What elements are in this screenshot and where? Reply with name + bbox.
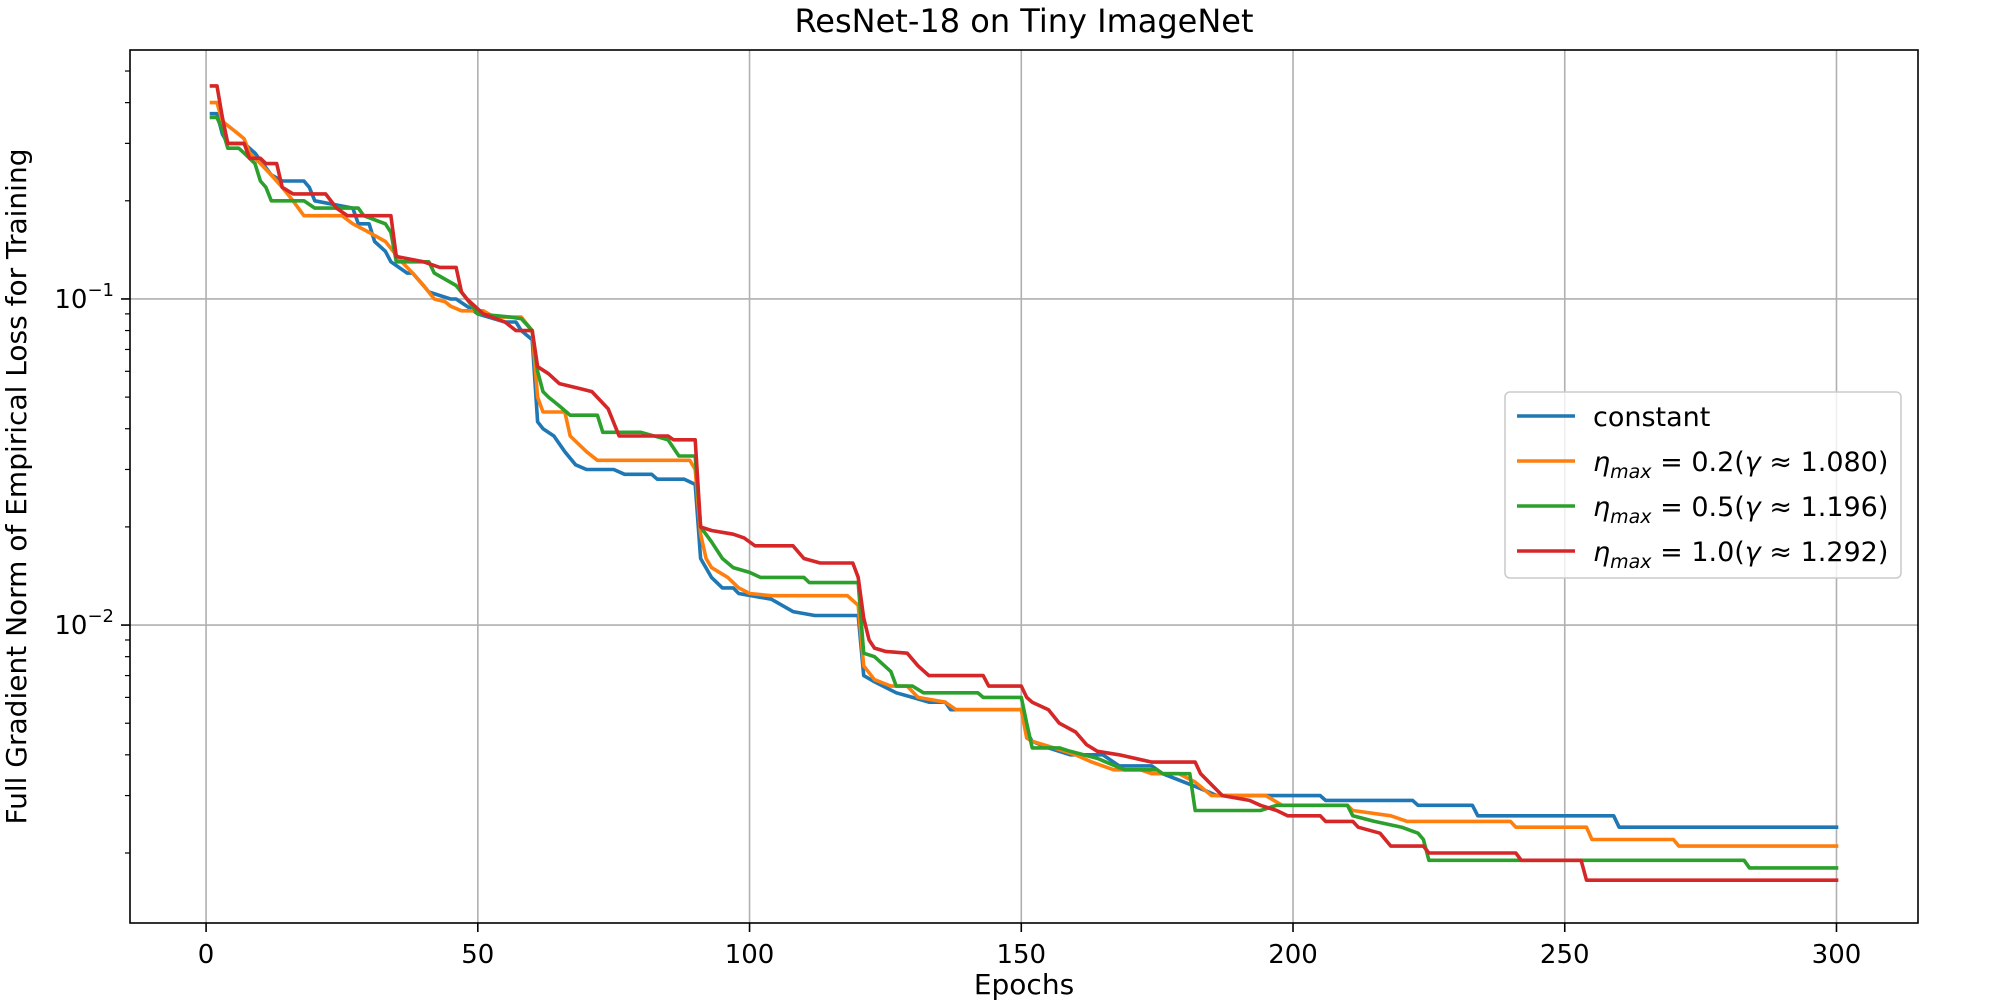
y-tick-label: 10−2 [54,606,114,641]
plot-frame [129,49,1919,924]
minor-ticks [125,70,130,854]
x-axis-title: Epochs [974,968,1074,1000]
axis-ticks: 0 50 100 150 200 250 300 10−1 10−2 [54,280,1861,970]
legend-label: ηmax = 0.5(γ ≈ 1.196) [1593,492,1888,528]
series-line [209,84,1839,882]
x-tick-label: 150 [996,940,1046,970]
legend-label: ηmax = 1.0(γ ≈ 1.292) [1593,537,1888,573]
x-tick-label: 200 [1268,940,1318,970]
series-line [209,115,1839,870]
x-tick-label: 50 [461,940,494,970]
series-lines [209,84,1839,882]
x-tick-label: 0 [198,940,215,970]
legend-label: constant [1593,402,1710,433]
chart-title: ResNet-18 on Tiny ImageNet [794,2,1253,40]
y-tick-label: 10−1 [54,280,114,315]
x-tick-label: 100 [725,940,775,970]
y-axis-title: Full Gradient Norm of Empirical Loss for… [0,149,33,825]
x-tick-label: 250 [1540,940,1590,970]
x-tick-label: 300 [1812,940,1862,970]
legend-box [1504,391,1902,579]
legend-label: ηmax = 0.2(γ ≈ 1.080) [1593,447,1888,483]
legend: constant ηmax = 0.2(γ ≈ 1.080) ηmax = 0.5(… [1504,391,1902,579]
